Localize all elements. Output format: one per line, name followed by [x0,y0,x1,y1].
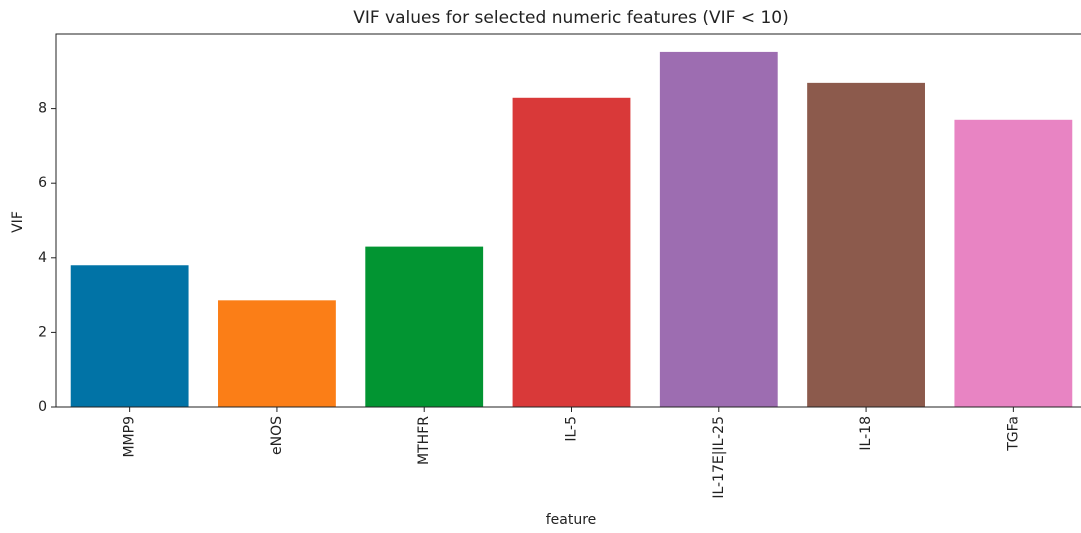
x-tick-label: IL-18 [858,416,874,451]
y-tick-label: 0 [38,399,47,415]
y-tick-label: 6 [38,175,47,191]
bar [659,51,778,408]
bar [365,246,484,407]
bar [954,119,1073,407]
bar [512,97,631,408]
x-tick-label: MTHFR [416,416,432,465]
x-tick-label: IL-5 [564,416,580,442]
y-tick-label: 2 [38,324,47,340]
x-tick-label: eNOS [269,416,285,455]
plot-frame [55,33,1081,408]
chart-title: VIF values for selected numeric features… [353,8,789,28]
bar [218,300,336,407]
x-tick-label: MMP9 [122,416,138,458]
y-tick-label: 4 [38,250,47,266]
bar [807,82,925,407]
bar [70,265,189,407]
y-tick-label: 8 [38,101,47,117]
x-axis-label: feature [546,512,597,528]
y-axis-label: VIF [10,211,26,233]
x-tick-label: TGFa [1005,416,1021,452]
x-tick-label: IL-17E|IL-25 [711,416,727,499]
